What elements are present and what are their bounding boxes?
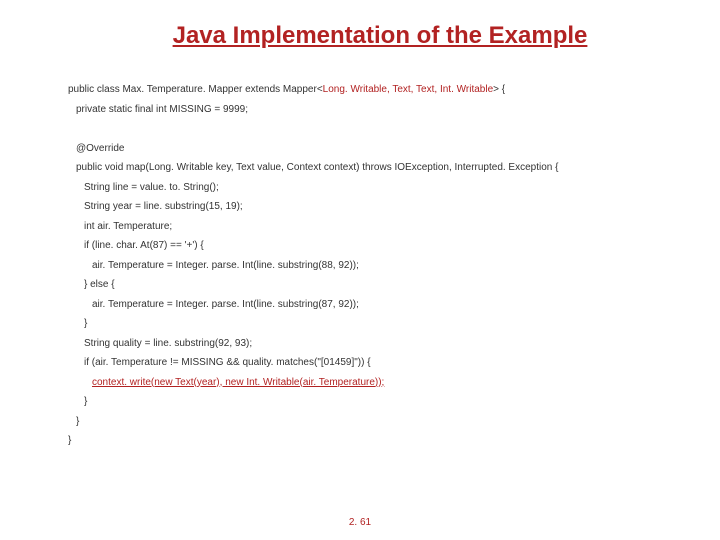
code-line: } <box>68 412 700 432</box>
code-text: int air. Temperature; <box>84 221 172 232</box>
code-line: context. write(new Text(year), new Int. … <box>68 373 700 393</box>
code-text: air. Temperature = Integer. parse. Int(l… <box>92 299 359 310</box>
code-text: String line = value. to. String(); <box>84 182 219 193</box>
code-line: public class Max. Temperature. Mapper ex… <box>68 80 700 100</box>
code-text: } <box>84 318 87 329</box>
code-line: air. Temperature = Integer. parse. Int(l… <box>68 256 700 276</box>
code-text: air. Temperature = Integer. parse. Int(l… <box>92 260 359 271</box>
code-text: Long. Writable, Text, Text, Int. Writabl… <box>323 84 493 95</box>
code-line: } <box>68 392 700 412</box>
slide-title: Java Implementation of the Example <box>0 0 720 50</box>
code-line: private static final int MISSING = 9999; <box>68 100 700 120</box>
code-line: } <box>68 431 700 451</box>
code-line: String quality = line. substring(92, 93)… <box>68 334 700 354</box>
code-text: } <box>76 416 79 427</box>
code-line: if (air. Temperature != MISSING && quali… <box>68 353 700 373</box>
code-line: } else { <box>68 275 700 295</box>
page-number: 2. 61 <box>0 517 720 528</box>
code-text: if (line. char. At(87) == '+') { <box>84 240 204 251</box>
code-text: if (air. Temperature != MISSING && quali… <box>84 357 371 368</box>
code-text: } else { <box>84 279 115 290</box>
code-line: air. Temperature = Integer. parse. Int(l… <box>68 295 700 315</box>
code-line: if (line. char. At(87) == '+') { <box>68 236 700 256</box>
code-text: } <box>84 396 87 407</box>
code-text: public class Max. Temperature. Mapper ex… <box>68 84 323 95</box>
code-text: } <box>68 435 71 446</box>
code-text: public void map(Long. Writable key, Text… <box>76 162 558 173</box>
code-text <box>76 123 79 134</box>
code-line: String line = value. to. String(); <box>68 178 700 198</box>
code-line: int air. Temperature; <box>68 217 700 237</box>
code-text: > { <box>493 84 505 95</box>
code-text: @Override <box>76 143 125 154</box>
code-line: public void map(Long. Writable key, Text… <box>68 158 700 178</box>
code-line: } <box>68 314 700 334</box>
code-line <box>68 119 700 139</box>
code-line: String year = line. substring(15, 19); <box>68 197 700 217</box>
code-line: @Override <box>68 139 700 159</box>
code-block: public class Max. Temperature. Mapper ex… <box>0 50 720 451</box>
code-text: private static final int MISSING = 9999; <box>76 104 248 115</box>
code-text: String quality = line. substring(92, 93)… <box>84 338 252 349</box>
code-text: String year = line. substring(15, 19); <box>84 201 243 212</box>
code-text: context. write(new Text(year), new Int. … <box>92 377 384 388</box>
